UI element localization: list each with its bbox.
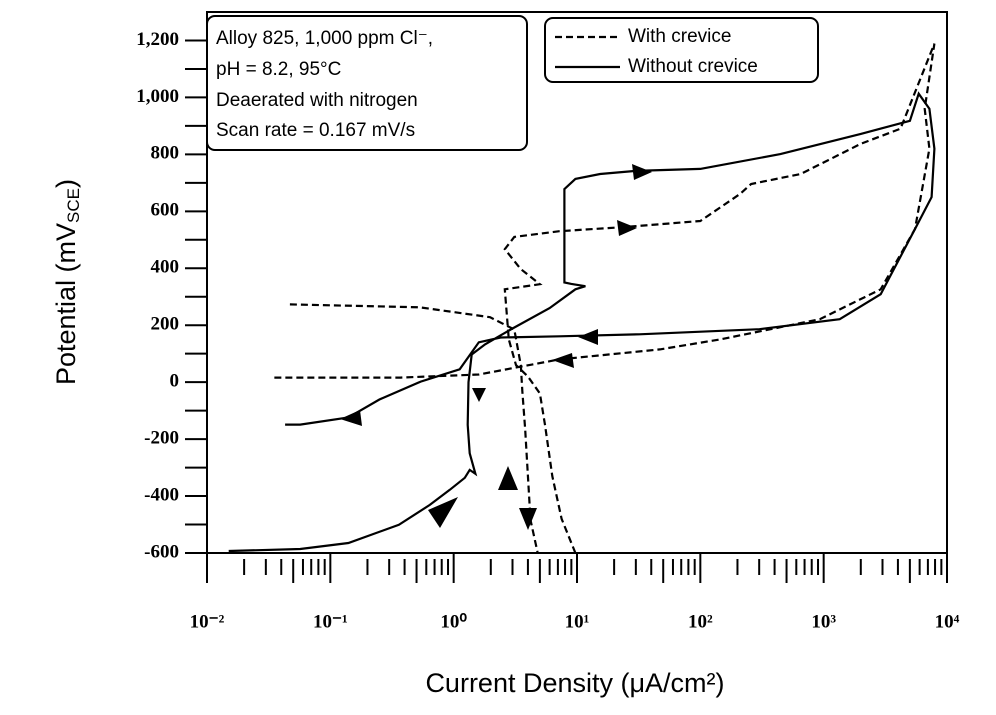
x-tick-label: 10¹ xyxy=(565,611,590,632)
y-axis-label-close: ) xyxy=(51,179,81,188)
arrow xyxy=(552,353,574,368)
y-tick-label: 1,000 xyxy=(136,86,179,107)
annotation: Deaerated with nitrogen xyxy=(216,90,418,111)
x-tick-label: 10⁴ xyxy=(935,611,960,632)
legend-label: Without crevice xyxy=(628,56,758,77)
annotation: Alloy 825, 1,000 ppm Cl⁻, xyxy=(216,28,433,49)
annotation: Scan rate = 0.167 mV/s xyxy=(216,120,415,141)
y-tick-label: -600 xyxy=(144,541,179,562)
arrow xyxy=(498,466,518,490)
series-line xyxy=(228,91,936,553)
arrow xyxy=(617,220,637,236)
arrows xyxy=(340,164,652,530)
annotation-box xyxy=(206,15,528,151)
arrow xyxy=(578,329,598,345)
arrow xyxy=(519,508,537,530)
series-line xyxy=(272,43,936,554)
x-axis-label: Current Density (μA/cm²) xyxy=(425,668,724,698)
x-tick-label: 10⁰ xyxy=(440,611,467,632)
x-tick-label: 10³ xyxy=(811,611,836,632)
y-tick-label: -400 xyxy=(144,484,179,505)
y-tick-label: 400 xyxy=(151,257,180,278)
y-tick-label: 200 xyxy=(151,314,180,335)
y-axis-label-text: Potential (mV xyxy=(51,223,81,385)
y-axis-label: Potential (mVSCE) xyxy=(51,179,83,385)
legend-label: With crevice xyxy=(628,26,731,47)
arrow xyxy=(472,388,486,402)
arrow xyxy=(428,497,458,528)
annotation: pH = 8.2, 95°C xyxy=(216,59,341,80)
y-tick-label: 600 xyxy=(151,200,180,221)
x-tick-label: 10² xyxy=(688,611,713,632)
arrow xyxy=(632,164,652,180)
y-tick-label: -200 xyxy=(144,427,179,448)
y-tick-label: 800 xyxy=(151,143,180,164)
y-axis-label-sub: SCE xyxy=(64,188,83,223)
y-tick-label: 1,200 xyxy=(136,29,179,50)
x-tick-label: 10⁻¹ xyxy=(313,611,348,632)
axes xyxy=(185,39,948,583)
x-tick-label: 10⁻² xyxy=(190,611,225,632)
y-tick-label: 0 xyxy=(170,371,180,392)
